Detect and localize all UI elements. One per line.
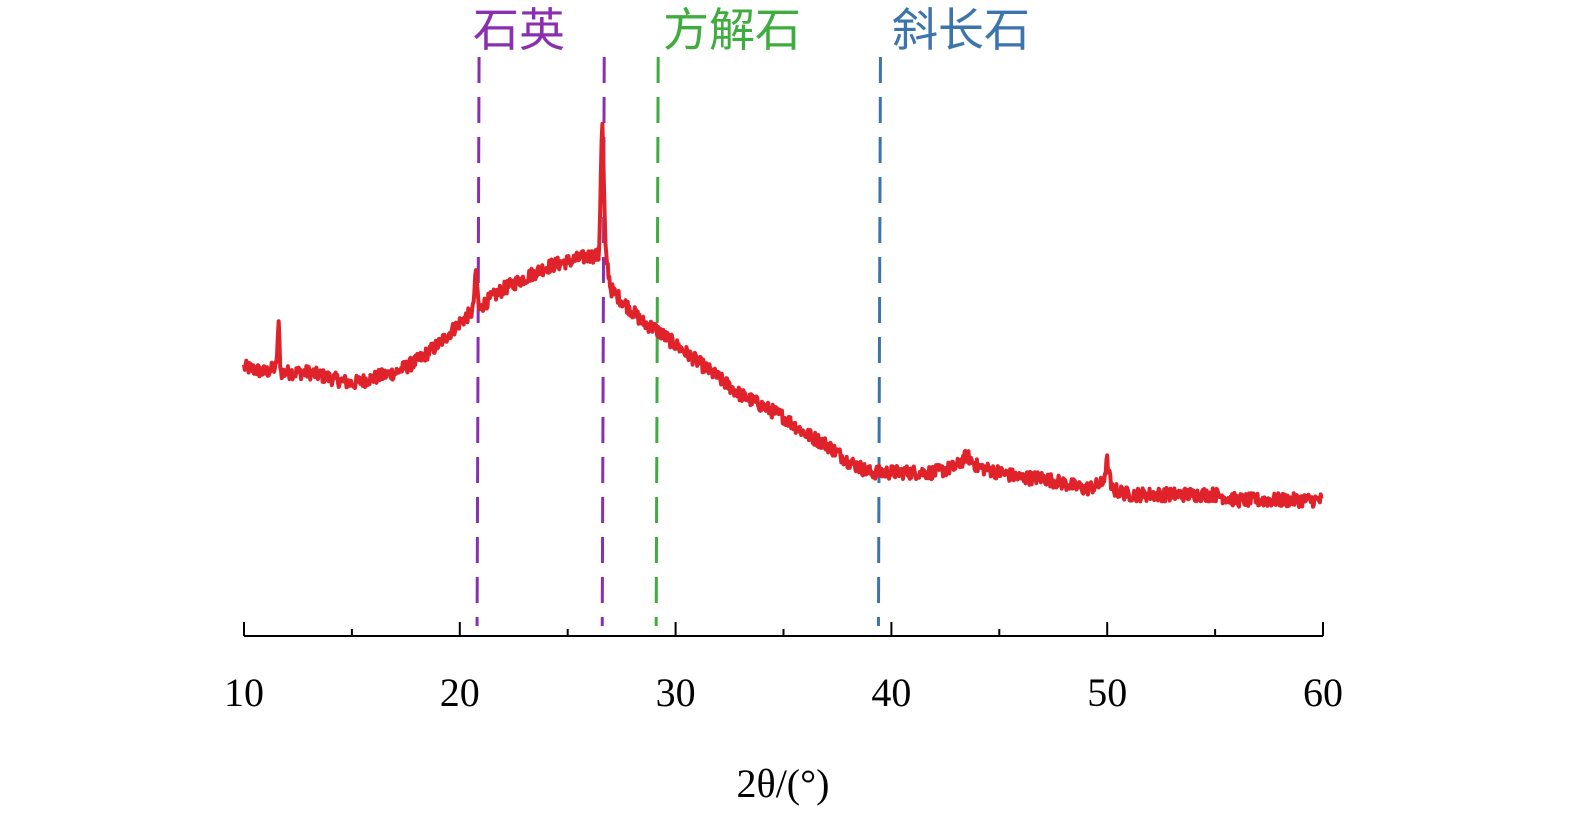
x-tick-label: 60 xyxy=(1303,670,1343,715)
reference-line xyxy=(475,56,481,627)
x-tick-label: 50 xyxy=(1087,670,1127,715)
phase-label-quartz: 石英 xyxy=(473,3,565,57)
x-tick-label: 30 xyxy=(656,670,696,715)
reference-line xyxy=(876,56,882,627)
series-line xyxy=(242,121,1325,509)
phase-labels: 石英 方解石 斜长石 xyxy=(473,3,1030,57)
reference-line xyxy=(654,56,660,627)
x-axis-ticks: 10 20 30 40 50 60 xyxy=(224,622,1343,715)
phase-label-calcite: 方解石 xyxy=(663,3,801,57)
x-axis-title: 2θ/(°) xyxy=(737,761,830,806)
x-tick-label: 40 xyxy=(871,670,911,715)
x-tick-label: 10 xyxy=(224,670,264,715)
phase-label-plagioclase: 斜长石 xyxy=(892,3,1030,57)
x-tick-label: 20 xyxy=(440,670,480,715)
